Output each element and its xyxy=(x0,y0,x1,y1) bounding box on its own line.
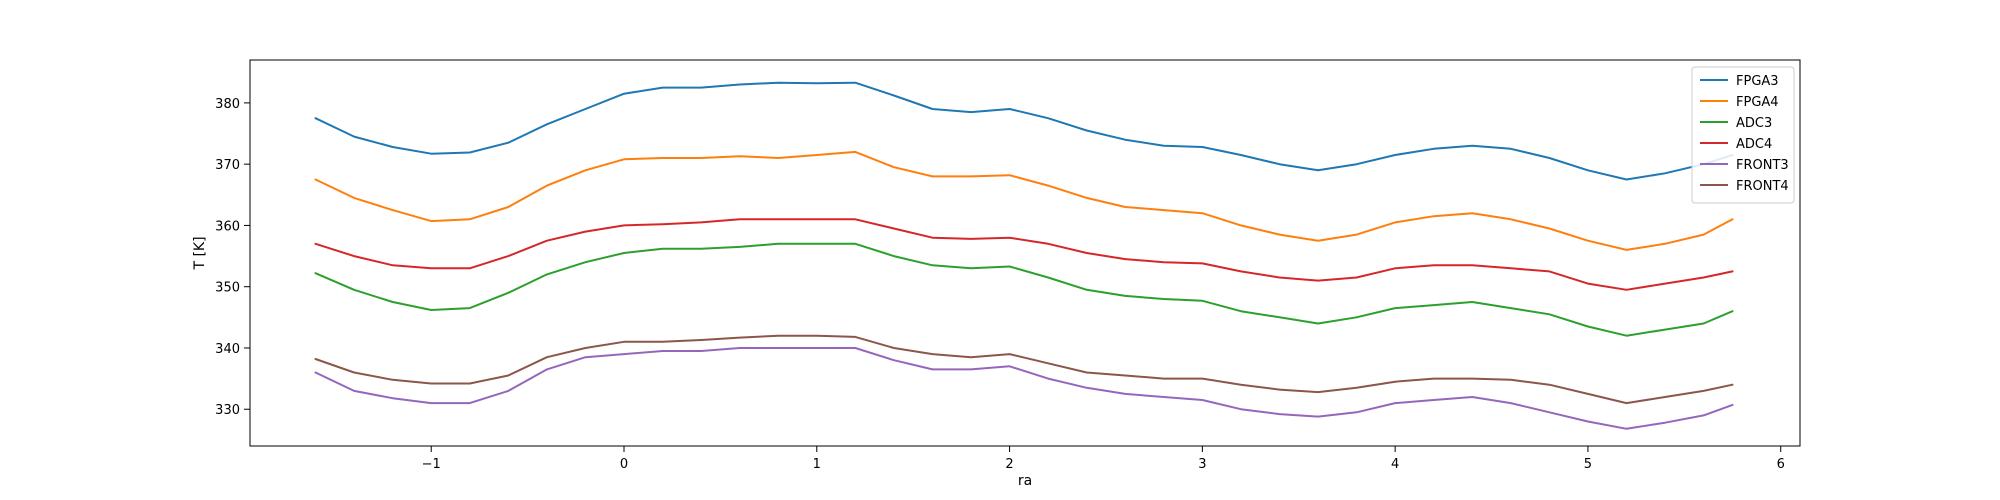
x-tick-label: 4 xyxy=(1391,457,1399,472)
series-line-front4 xyxy=(314,334,1734,405)
x-tick-label: 0 xyxy=(620,457,628,472)
legend-label-fpga4: FPGA4 xyxy=(1736,95,1779,110)
y-axis-label: T [K] xyxy=(192,236,208,270)
legend-label-adc3: ADC3 xyxy=(1736,116,1772,131)
legend-label-front3: FRONT3 xyxy=(1736,158,1789,173)
x-tick-label: 2 xyxy=(1005,457,1013,472)
y-tick-label: 360 xyxy=(215,219,240,234)
series-line-fpga3 xyxy=(314,81,1734,181)
x-axis-label: ra xyxy=(1018,473,1032,489)
x-tick-label: −1 xyxy=(422,457,441,472)
y-tick-label: 350 xyxy=(215,281,240,296)
y-tick-label: 380 xyxy=(215,97,240,112)
series-line-front3 xyxy=(314,347,1734,430)
y-tick-label: 340 xyxy=(215,342,240,357)
plot-area-frame xyxy=(249,59,1801,447)
series-line-fpga4 xyxy=(314,150,1734,251)
legend-label-fpga3: FPGA3 xyxy=(1736,74,1779,89)
x-tick-label: 1 xyxy=(813,457,821,472)
y-axis-ticks: 330 340 350 360 370 380 xyxy=(215,97,250,418)
x-tick-label: 6 xyxy=(1777,457,1785,472)
legend-label-adc4: ADC4 xyxy=(1736,137,1772,152)
series-line-adc3 xyxy=(314,242,1734,337)
legend-label-front4: FRONT4 xyxy=(1736,179,1789,194)
y-tick-label: 370 xyxy=(215,158,240,173)
x-tick-label: 3 xyxy=(1198,457,1206,472)
y-tick-label: 330 xyxy=(215,403,240,418)
x-tick-label: 5 xyxy=(1584,457,1592,472)
legend: FPGA3 FPGA4 ADC3 ADC4 FRONT3 FRONT4 xyxy=(1691,66,1795,204)
series-line-adc4 xyxy=(314,218,1734,291)
series-lines xyxy=(314,81,1734,430)
x-axis-ticks: −1 0 1 2 3 4 5 6 xyxy=(422,446,1785,472)
